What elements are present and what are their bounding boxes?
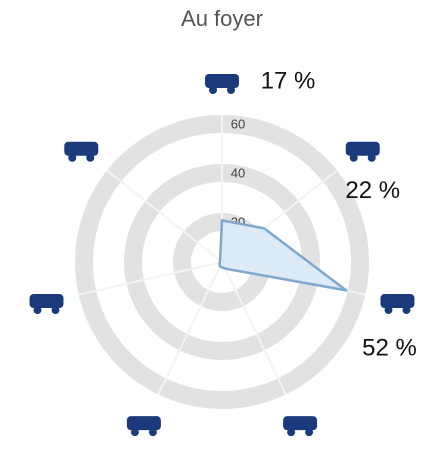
spoke: [106, 169, 223, 263]
mode-icon: [126, 416, 161, 437]
icon-wheel: [349, 153, 358, 162]
value-label: 17 %: [261, 67, 316, 94]
icon-wheel: [68, 153, 77, 162]
icon-body: [380, 294, 415, 309]
icon-wheel: [305, 428, 314, 437]
mode-icon: [283, 416, 318, 437]
icon-wheel: [384, 306, 393, 315]
chart-title: Au foyer: [181, 6, 263, 31]
mode-icon: [205, 74, 239, 94]
mode-icon: [29, 294, 64, 315]
icon-wheel: [287, 428, 296, 437]
icon-wheel: [130, 428, 139, 437]
r-tick-label: 60: [231, 116, 245, 131]
icon-body: [126, 416, 161, 431]
icon-wheel: [227, 86, 235, 94]
value-label: 52 %: [362, 334, 417, 361]
r-tick-label: 40: [231, 165, 245, 180]
icon-body: [205, 74, 239, 88]
icon-wheel: [402, 306, 411, 315]
spoke: [221, 261, 287, 395]
icon-wheel: [209, 86, 217, 94]
icon-body: [283, 416, 318, 431]
icon-wheel: [86, 153, 95, 162]
spoke: [157, 261, 223, 395]
value-label: 22 %: [345, 177, 400, 204]
icon-body: [345, 141, 380, 156]
mode-icon: [380, 294, 415, 315]
mode-icon: [345, 141, 380, 162]
icon-wheel: [33, 306, 42, 315]
icon-body: [29, 294, 64, 309]
radar-area: [218, 219, 348, 292]
icon-wheel: [148, 428, 157, 437]
mode-icon: [64, 141, 99, 162]
spoke: [78, 261, 223, 296]
icon-wheel: [367, 153, 376, 162]
icon-body: [64, 141, 99, 156]
icon-wheel: [51, 306, 60, 315]
